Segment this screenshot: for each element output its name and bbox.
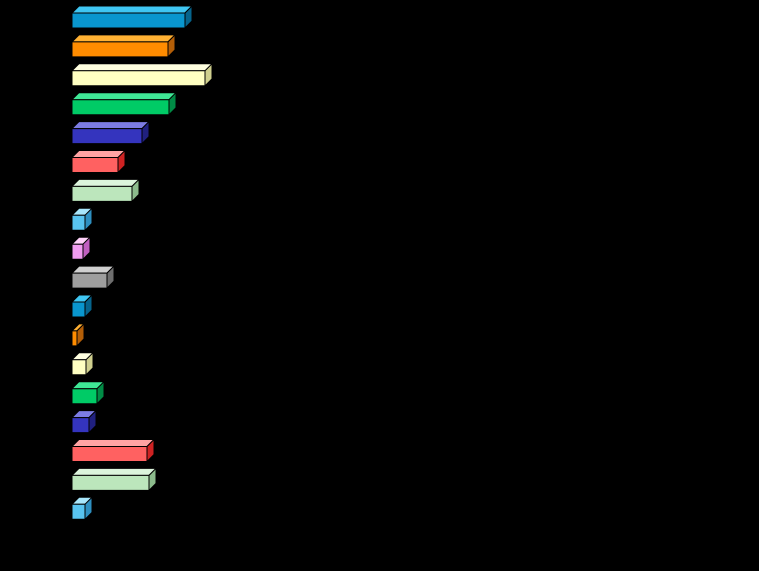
bar-front-face — [71, 12, 186, 29]
bar-3d-green — [70, 380, 106, 405]
bar-front-face — [71, 503, 86, 520]
bar-3d-orange — [70, 33, 177, 59]
bar-3d-gray — [70, 264, 116, 290]
bar-front-face — [71, 41, 169, 58]
bar-front-face — [71, 301, 86, 318]
bar-top-face — [70, 150, 127, 158]
bar-front-face — [71, 272, 108, 289]
bar-3d-pale-yellow — [70, 351, 95, 377]
bar-top-face — [70, 439, 156, 447]
bar-top-face — [70, 178, 141, 187]
bar-top-face — [70, 5, 194, 14]
bar-top-face — [70, 467, 158, 476]
bar-top-face — [70, 92, 178, 101]
bar-3d-royal-blue — [70, 409, 98, 434]
bar-front-face — [71, 417, 90, 434]
bar-3d-royal-blue — [70, 120, 151, 145]
bar-front-face — [71, 243, 84, 260]
bar-3d-pale-green — [70, 178, 141, 203]
bar-top-face — [70, 63, 214, 72]
bar-3d-red — [70, 149, 127, 174]
bar-front-face — [71, 99, 170, 116]
bar-front-face — [71, 388, 98, 405]
bar-front-face — [71, 128, 143, 145]
bar-3d-sky-blue — [70, 496, 94, 521]
bar-front-face — [71, 330, 78, 347]
bar-3d-pale-yellow — [70, 62, 214, 88]
bar-front-face — [71, 446, 148, 462]
bar-3d-blue — [70, 4, 194, 30]
bar-front-face — [71, 214, 86, 231]
bar-front-face — [71, 185, 133, 202]
bar-top-face — [70, 34, 177, 43]
bar-3d-green — [70, 91, 178, 116]
bar-front-face — [71, 474, 150, 491]
bar-3d-pale-green — [70, 467, 158, 492]
bar-3d-red — [70, 438, 156, 463]
bar-front-face — [71, 157, 119, 173]
bar-3d-sky-blue — [70, 207, 94, 232]
bar-3d-pink — [70, 235, 92, 261]
bar-3d-blue — [70, 293, 94, 319]
bar-3d-orange — [70, 322, 86, 348]
bar-top-face — [70, 121, 151, 130]
bar-front-face — [71, 359, 87, 376]
bar-front-face — [71, 70, 206, 87]
